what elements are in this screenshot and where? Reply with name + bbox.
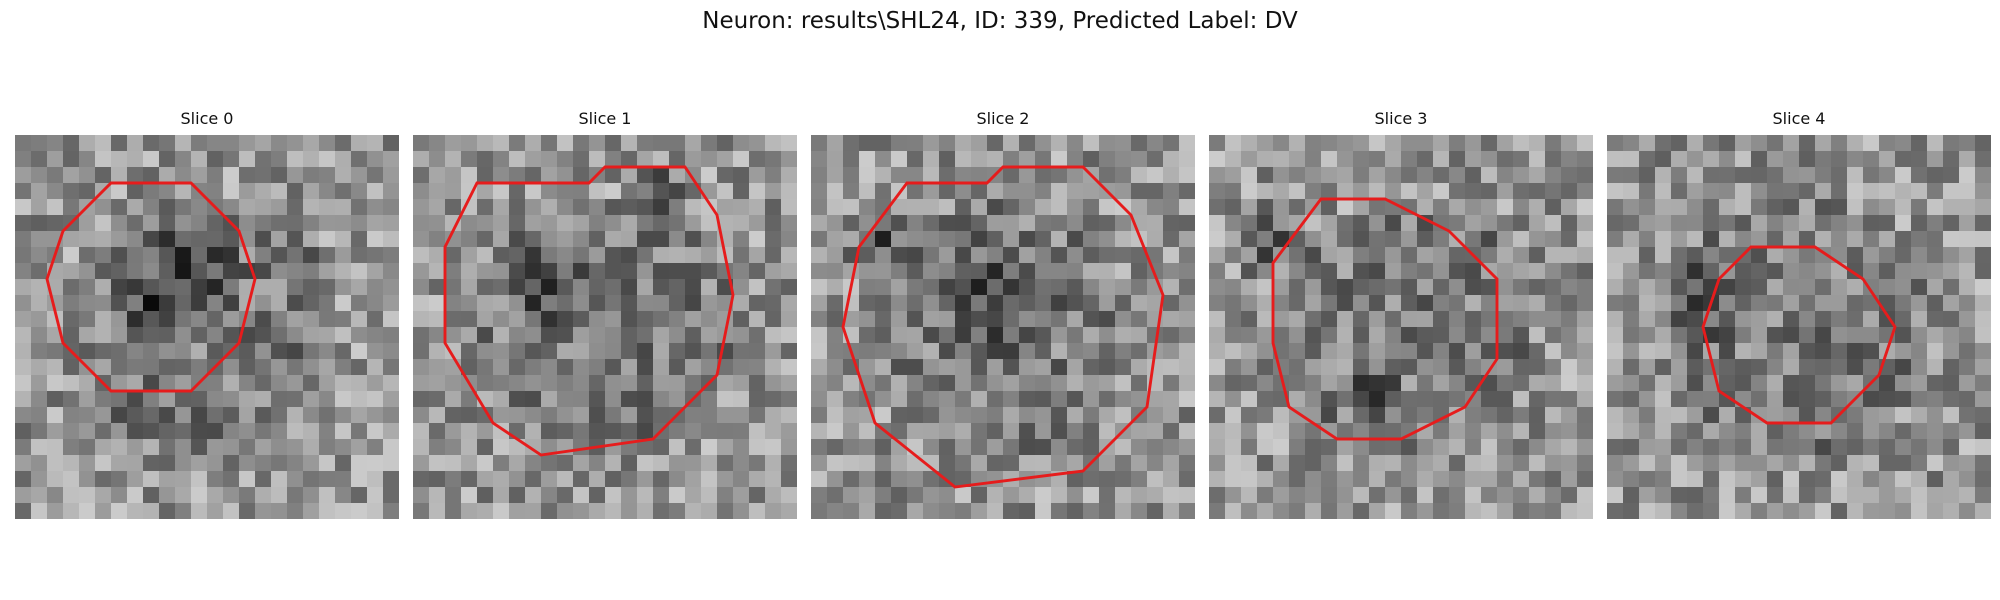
slice-title: Slice 1 bbox=[578, 109, 632, 128]
slice-panel-1: Slice 1 bbox=[413, 108, 797, 519]
slice-image bbox=[1209, 135, 1593, 519]
segmentation-contour bbox=[45, 181, 257, 393]
slice-image bbox=[413, 135, 797, 519]
segmentation-contour bbox=[1271, 197, 1499, 441]
grayscale-patch bbox=[413, 135, 797, 519]
segmentation-contour bbox=[443, 165, 735, 457]
slice-panel-2: Slice 2 bbox=[811, 108, 1195, 519]
slice-image bbox=[15, 135, 399, 519]
slice-image bbox=[1607, 135, 1991, 519]
slice-panel-0: Slice 0 bbox=[15, 108, 399, 519]
slice-title: Slice 4 bbox=[1772, 109, 1826, 128]
figure-title: Neuron: results\SHL24, ID: 339, Predicte… bbox=[702, 8, 1298, 34]
slice-image bbox=[811, 135, 1195, 519]
slice-panel-3: Slice 3 bbox=[1209, 108, 1593, 519]
grayscale-patch bbox=[811, 135, 1195, 519]
segmentation-contour bbox=[841, 165, 1165, 489]
slice-panel-4: Slice 4 bbox=[1607, 108, 1991, 519]
slice-title: Slice 3 bbox=[1374, 109, 1428, 128]
segmentation-contour bbox=[1701, 245, 1897, 425]
grayscale-patch bbox=[1607, 135, 1991, 519]
slice-title: Slice 2 bbox=[976, 109, 1030, 128]
slice-title: Slice 0 bbox=[180, 109, 234, 128]
